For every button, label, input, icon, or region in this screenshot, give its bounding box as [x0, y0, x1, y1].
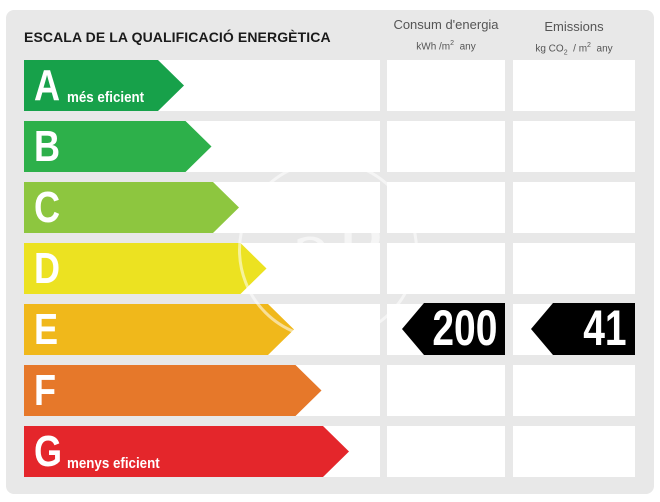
emissions-column-header: Emissions kg CO2 / m2 any	[513, 19, 635, 60]
energy-cell-d	[387, 243, 505, 294]
rating-arrow-c: C	[24, 182, 239, 233]
emissions-cell-d	[513, 243, 635, 294]
rating-arrow-d: D	[24, 243, 267, 294]
emissions-value: 41	[583, 300, 627, 356]
energy-column-unit: kWh /m2 any	[416, 40, 476, 53]
rating-letter: C	[34, 183, 61, 232]
rating-letter: D	[34, 244, 61, 293]
rating-letter: E	[34, 305, 59, 354]
energy-column-title: Consum d'energia	[393, 17, 499, 32]
rating-sublabel: més eficient	[67, 90, 145, 106]
rating-letter: F	[34, 366, 57, 415]
rating-arrow-e: E	[24, 304, 294, 355]
rating-letter: G	[34, 427, 63, 476]
rating-sublabel: menys eficient	[67, 456, 160, 472]
emissions-column-title: Emissions	[544, 19, 604, 34]
rating-letter: B	[34, 122, 61, 171]
emissions-cell-a	[513, 60, 635, 111]
rating-arrow-b: B	[24, 121, 212, 172]
emissions-value-pointer: 41	[531, 303, 635, 355]
emissions-column-unit: kg CO2 / m2 any	[535, 42, 613, 57]
energy-column-header: Consum d'energia kWh /m2 any	[387, 17, 505, 54]
energy-cell-a	[387, 60, 505, 111]
emissions-cell-g	[513, 426, 635, 477]
emissions-cell-c	[513, 182, 635, 233]
rating-letter: A	[34, 61, 61, 110]
energy-value-pointer: 200	[402, 303, 505, 355]
page-title: ESCALA DE LA QUALIFICACIÓ ENERGÈTICA	[24, 29, 331, 45]
energy-cell-b	[387, 121, 505, 172]
energy-cell-c	[387, 182, 505, 233]
emissions-cell-f	[513, 365, 635, 416]
energy-cell-f	[387, 365, 505, 416]
energy-value: 200	[431, 300, 497, 356]
rating-arrow-f: F	[24, 365, 322, 416]
emissions-cell-b	[513, 121, 635, 172]
energy-cell-g	[387, 426, 505, 477]
